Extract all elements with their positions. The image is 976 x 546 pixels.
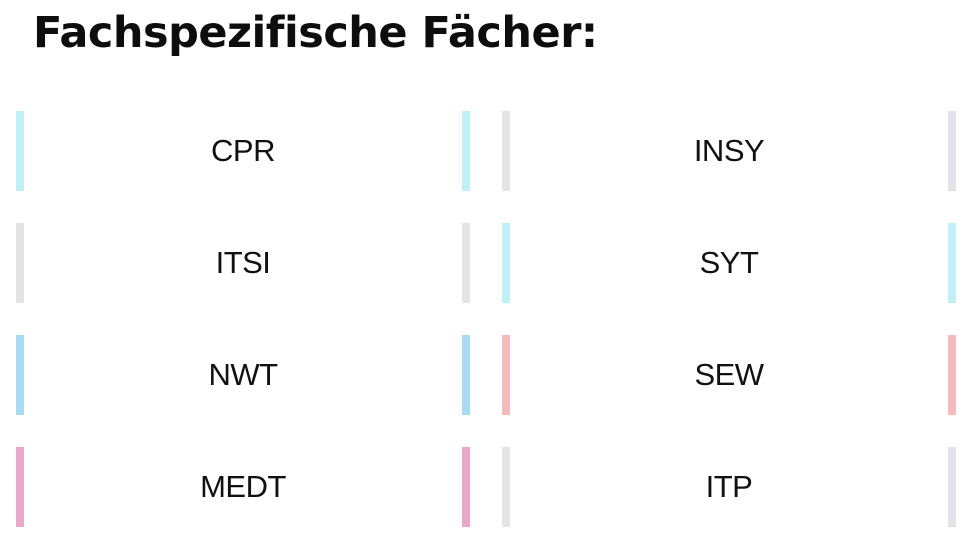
accent-bar-left	[502, 223, 510, 303]
subject-label: CPR	[211, 133, 275, 168]
accent-bar-right	[948, 447, 956, 527]
subject-label: INSY	[693, 133, 765, 168]
accent-bar-left	[502, 447, 510, 527]
subject-label: NWT	[208, 357, 278, 392]
accent-bar-right	[948, 223, 956, 303]
subject-card-itp[interactable]: ITP	[502, 447, 956, 527]
subject-label: SYT	[699, 245, 759, 280]
accent-bar-right	[462, 335, 470, 415]
accent-bar-right	[462, 223, 470, 303]
subject-grid: CPR INSY ITSI SYT NWT SEW MEDT ITP	[16, 111, 956, 527]
subject-label: ITSI	[215, 245, 271, 280]
subject-card-sew[interactable]: SEW	[502, 335, 956, 415]
accent-bar-right	[948, 335, 956, 415]
subject-label: MEDT	[200, 469, 286, 504]
accent-bar-left	[16, 335, 24, 415]
accent-bar-left	[502, 335, 510, 415]
accent-bar-right	[948, 111, 956, 191]
subject-label: ITP	[705, 469, 753, 504]
accent-bar-left	[16, 223, 24, 303]
accent-bar-right	[462, 111, 470, 191]
page-title: Fachspezifische Fächer:	[33, 8, 598, 58]
subject-card-itsi[interactable]: ITSI	[16, 223, 470, 303]
accent-bar-left	[16, 447, 24, 527]
accent-bar-left	[16, 111, 24, 191]
accent-bar-left	[502, 111, 510, 191]
subject-card-insy[interactable]: INSY	[502, 111, 956, 191]
subject-card-medt[interactable]: MEDT	[16, 447, 470, 527]
accent-bar-right	[462, 447, 470, 527]
subject-card-syt[interactable]: SYT	[502, 223, 956, 303]
subject-card-cpr[interactable]: CPR	[16, 111, 470, 191]
subject-label: SEW	[694, 357, 764, 392]
subject-card-nwt[interactable]: NWT	[16, 335, 470, 415]
